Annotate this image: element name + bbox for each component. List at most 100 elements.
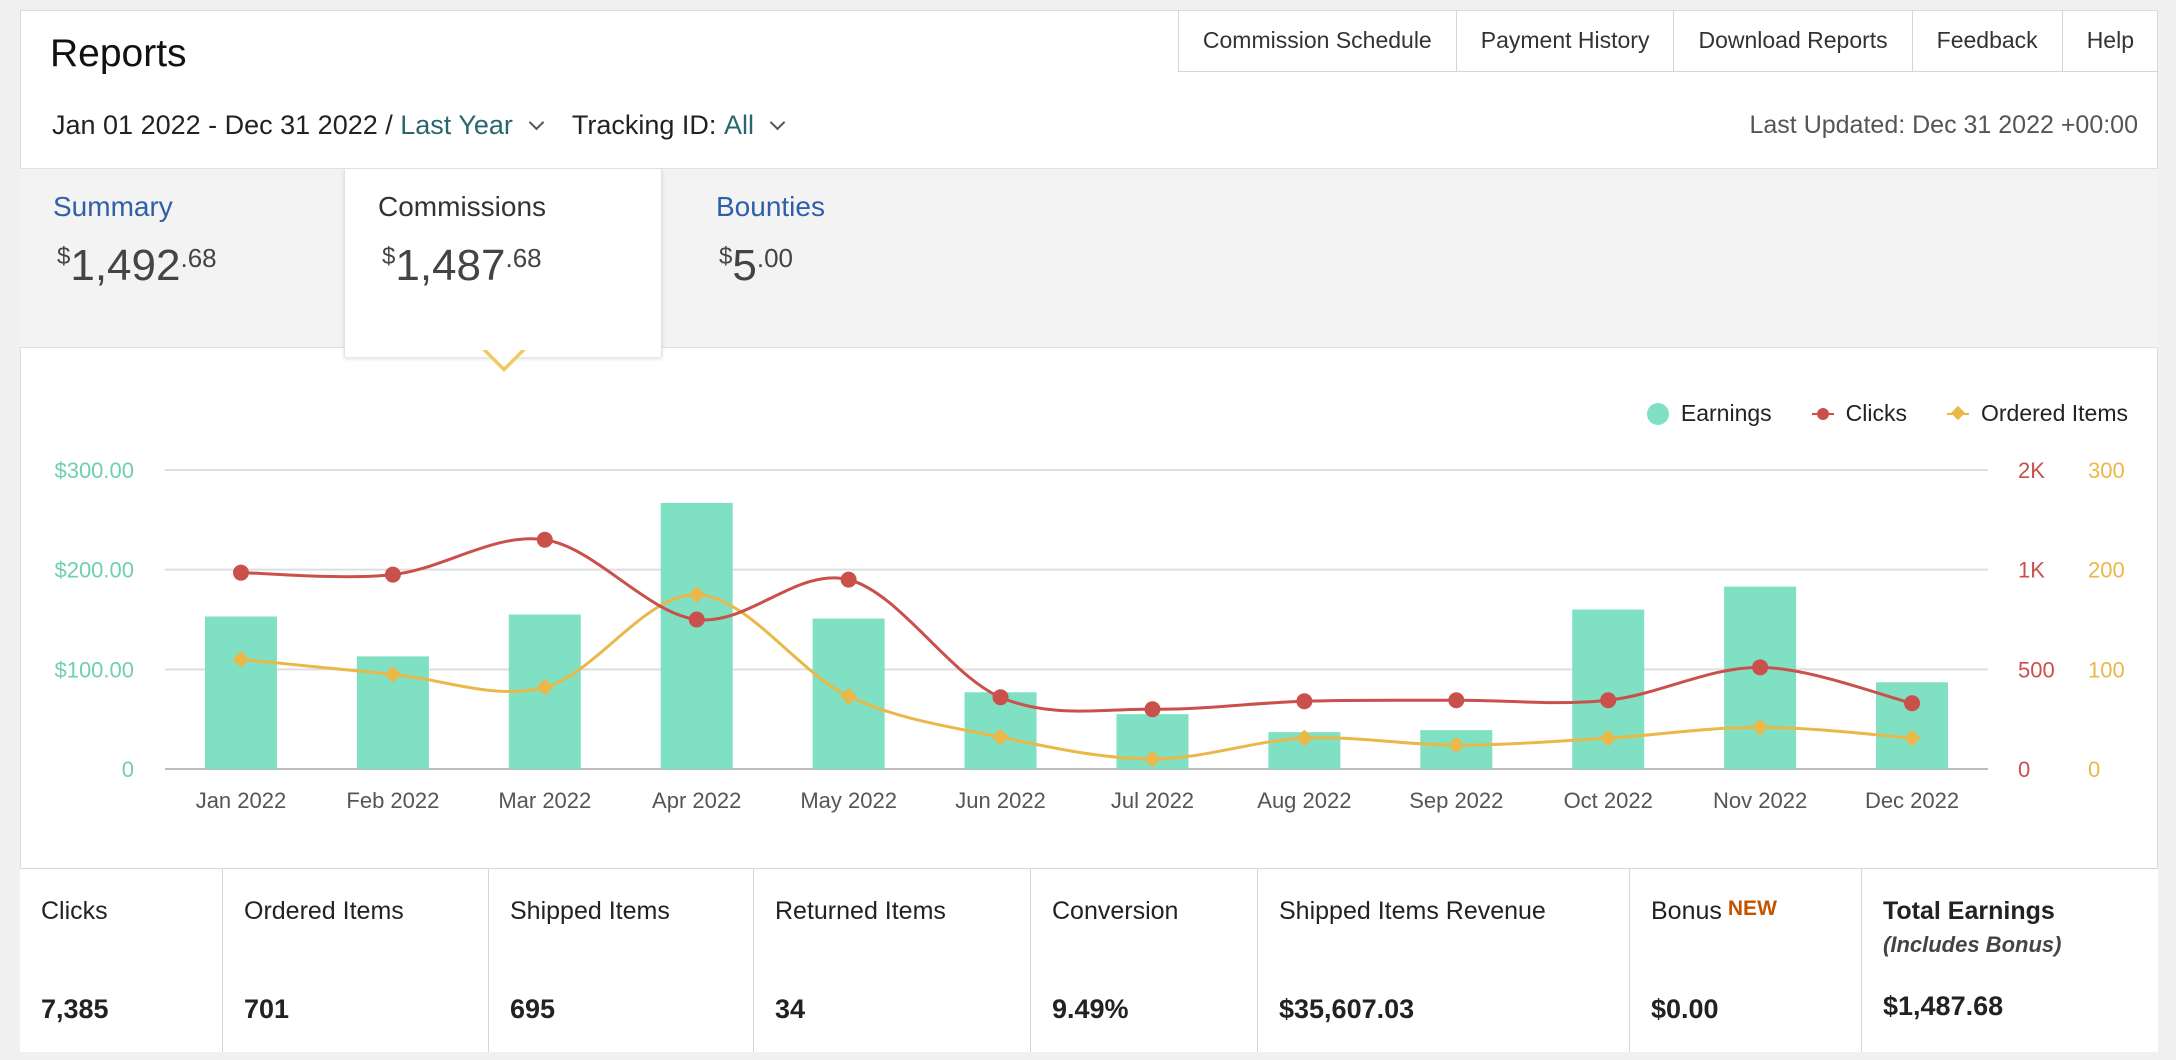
commission-schedule-button[interactable]: Commission Schedule bbox=[1179, 10, 1457, 71]
clicks-point bbox=[992, 689, 1009, 706]
report-tabs: Summary $1,492.68 Commissions $1,487.68 … bbox=[20, 168, 2158, 357]
ordered-items-point bbox=[1295, 729, 1313, 747]
bounties-amount: $5.00 bbox=[719, 241, 793, 291]
earnings-bar bbox=[660, 502, 733, 769]
legend-clicks[interactable]: Clicks bbox=[1811, 400, 1907, 427]
currency-symbol: $ bbox=[57, 243, 71, 270]
stat-value: 7,385 bbox=[41, 994, 109, 1024]
stat-value: $0.00 bbox=[1651, 994, 1719, 1024]
stat-label: Shipped Items Revenue bbox=[1279, 897, 1546, 925]
ordered-items-point bbox=[1903, 729, 1921, 747]
legend-earnings-label: Earnings bbox=[1680, 400, 1772, 426]
x-axis-tick-label: Jan 2022 bbox=[196, 788, 287, 813]
stat-ordered-items: Ordered Items 701 bbox=[222, 869, 488, 1052]
chart-legend: Earnings Clicks Ordered Items bbox=[1607, 400, 2128, 427]
top-nav: Commission Schedule Payment History Down… bbox=[1177, 10, 2158, 72]
amount-cents: .68 bbox=[180, 243, 217, 273]
stat-shipped-items: Shipped Items 695 bbox=[488, 869, 753, 1052]
ordered-items-point bbox=[384, 665, 402, 683]
ordered-items-point bbox=[1599, 729, 1617, 747]
amount-whole: 1,487 bbox=[395, 241, 506, 290]
stat-label: Clicks bbox=[41, 897, 108, 925]
left-axis-tick-label: $300.00 bbox=[54, 458, 134, 483]
currency-symbol: $ bbox=[382, 243, 396, 270]
x-axis-tick-label: Jul 2022 bbox=[1111, 788, 1194, 813]
ordered-items-line bbox=[240, 593, 1913, 761]
amount-whole: 5 bbox=[732, 241, 757, 290]
tab-commissions[interactable]: Commissions $1,487.68 bbox=[344, 169, 662, 357]
payment-history-button[interactable]: Payment History bbox=[1457, 10, 1675, 71]
x-axis-tick-label: Sep 2022 bbox=[1409, 788, 1503, 813]
commissions-amount: $1,487.68 bbox=[382, 241, 542, 291]
ordered-items-point bbox=[1143, 750, 1161, 768]
stat-value: 9.49% bbox=[1052, 994, 1129, 1024]
clicks-line-icon bbox=[1811, 403, 1834, 425]
ordered-items-point bbox=[232, 650, 250, 668]
clicks-point bbox=[232, 564, 249, 581]
tracking-id-dropdown[interactable]: All bbox=[723, 110, 754, 140]
stat-value: 34 bbox=[775, 994, 806, 1024]
x-axis-tick-label: May 2022 bbox=[800, 788, 897, 813]
clicks-point bbox=[384, 566, 401, 583]
stat-value: 695 bbox=[510, 994, 556, 1024]
stat-value: $35,607.03 bbox=[1279, 994, 1415, 1024]
download-reports-button[interactable]: Download Reports bbox=[1674, 10, 1913, 71]
bonus-label: Bonus bbox=[1651, 897, 1722, 925]
clicks-point bbox=[1600, 692, 1617, 709]
date-preset-dropdown[interactable]: Last Year bbox=[400, 110, 513, 140]
stat-label: Shipped Items bbox=[510, 897, 670, 925]
stats-row: Clicks 7,385 Ordered Items 701 Shipped I… bbox=[20, 868, 2158, 1052]
feedback-button[interactable]: Feedback bbox=[1913, 10, 2063, 71]
tab-summary-label: Summary bbox=[53, 191, 173, 222]
legend-clicks-label: Clicks bbox=[1845, 400, 1907, 426]
clicks-point bbox=[1144, 701, 1161, 718]
stat-label: Bonus NEW bbox=[1651, 897, 1777, 926]
clicks-point bbox=[1752, 659, 1769, 676]
filter-bar: Jan 01 2022 - Dec 31 2022 / Last Year Tr… bbox=[52, 110, 813, 141]
tab-bounties[interactable]: Bounties $5.00 bbox=[682, 169, 1002, 349]
x-axis-tick-label: Jun 2022 bbox=[955, 788, 1046, 813]
clicks-axis-tick-label: 0 bbox=[2018, 757, 2030, 782]
legend-earnings[interactable]: Earnings bbox=[1646, 400, 1772, 427]
ordered-axis-tick-label: 0 bbox=[2088, 757, 2100, 782]
stat-bonus: Bonus NEW $0.00 bbox=[1629, 869, 1861, 1052]
clicks-point bbox=[536, 531, 553, 548]
amount-cents: .68 bbox=[505, 243, 542, 273]
stat-sublabel: (Includes Bonus) bbox=[1883, 932, 2062, 957]
left-axis-tick-label: $200.00 bbox=[54, 558, 134, 583]
stat-conversion: Conversion 9.49% bbox=[1030, 869, 1257, 1052]
stat-label: Conversion bbox=[1052, 897, 1179, 925]
x-axis-tick-label: Apr 2022 bbox=[652, 788, 741, 813]
legend-ordered-items[interactable]: Ordered Items bbox=[1947, 400, 2128, 427]
page-title: Reports bbox=[50, 32, 187, 75]
stat-label: Returned Items bbox=[775, 897, 946, 925]
clicks-axis-tick-label: 1K bbox=[2018, 558, 2045, 583]
ordered-axis-tick-label: 100 bbox=[2088, 657, 2125, 682]
x-axis-tick-label: Feb 2022 bbox=[346, 788, 439, 813]
ordered-items-point bbox=[992, 728, 1010, 746]
x-axis-tick-label: Dec 2022 bbox=[1865, 788, 1959, 813]
amount-cents: .00 bbox=[756, 243, 793, 273]
ordered-axis-tick-label: 200 bbox=[2088, 558, 2125, 583]
stat-label: Ordered Items bbox=[244, 897, 404, 925]
earnings-dot-icon bbox=[1646, 402, 1669, 425]
clicks-point bbox=[1904, 695, 1921, 712]
stat-total-earnings: Total Earnings (Includes Bonus) $1,487.6… bbox=[1861, 869, 2158, 1052]
clicks-point bbox=[688, 611, 705, 628]
ordered-items-line-icon bbox=[1947, 403, 1969, 425]
clicks-axis-tick-label: 2K bbox=[2018, 458, 2045, 483]
tracking-id-label: Tracking ID: bbox=[571, 110, 717, 140]
stat-value: $1,487.68 bbox=[1883, 991, 2004, 1021]
ordered-axis-tick-label: 300 bbox=[2088, 458, 2125, 483]
ordered-items-point bbox=[688, 586, 706, 604]
stat-returned-items: Returned Items 34 bbox=[753, 869, 1030, 1052]
x-axis-tick-label: Aug 2022 bbox=[1257, 788, 1351, 813]
stat-shipped-items-revenue: Shipped Items Revenue $35,607.03 bbox=[1257, 869, 1629, 1052]
stat-value: 701 bbox=[244, 994, 290, 1024]
help-button[interactable]: Help bbox=[2086, 27, 2134, 53]
ordered-items-point bbox=[1447, 736, 1465, 754]
clicks-line bbox=[240, 537, 1913, 713]
ordered-items-point bbox=[536, 678, 554, 696]
tab-summary[interactable]: Summary $1,492.68 bbox=[20, 169, 344, 349]
earnings-chart: 0 $100.00 $200.00 $300.00 0 500 1K 2K 0 100 200 300… bbox=[54, 458, 2125, 813]
